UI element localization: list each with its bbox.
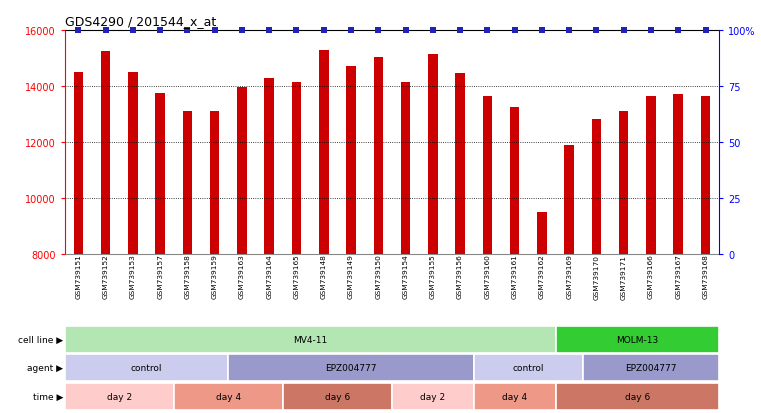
Text: GSM739153: GSM739153 <box>130 254 136 299</box>
Bar <box>183 112 193 254</box>
Bar <box>428 55 438 254</box>
Text: day 6: day 6 <box>625 392 650 401</box>
Text: MOLM-13: MOLM-13 <box>616 335 658 344</box>
Text: control: control <box>131 363 162 372</box>
Text: EPZ004777: EPZ004777 <box>626 363 677 372</box>
Text: MV4-11: MV4-11 <box>293 335 327 344</box>
Text: GSM739164: GSM739164 <box>266 254 272 299</box>
Text: day 4: day 4 <box>502 392 527 401</box>
Text: GSM739157: GSM739157 <box>157 254 163 299</box>
Bar <box>619 112 629 254</box>
Bar <box>283 383 392 410</box>
Bar <box>319 50 329 254</box>
Text: GSM739163: GSM739163 <box>239 254 245 299</box>
Text: day 2: day 2 <box>420 392 445 401</box>
Text: GSM739156: GSM739156 <box>457 254 463 299</box>
Bar <box>264 78 274 254</box>
Text: GSM739168: GSM739168 <box>702 254 708 299</box>
Text: control: control <box>512 363 544 372</box>
Text: GSM739162: GSM739162 <box>539 254 545 299</box>
Text: time ▶: time ▶ <box>33 392 63 401</box>
Bar <box>228 354 473 381</box>
Text: GSM739170: GSM739170 <box>594 254 600 299</box>
Bar <box>155 94 165 254</box>
Text: GSM739166: GSM739166 <box>648 254 654 299</box>
Bar <box>556 383 719 410</box>
Text: day 6: day 6 <box>325 392 350 401</box>
Text: GSM739149: GSM739149 <box>348 254 354 299</box>
Bar <box>401 83 410 254</box>
Text: GSM739167: GSM739167 <box>675 254 681 299</box>
Bar <box>346 67 356 254</box>
Bar <box>565 145 574 254</box>
Bar <box>100 52 110 254</box>
Text: cell line ▶: cell line ▶ <box>18 335 63 344</box>
Bar <box>174 383 283 410</box>
Text: GSM739171: GSM739171 <box>621 254 627 299</box>
Text: GSM739158: GSM739158 <box>184 254 190 299</box>
Text: agent ▶: agent ▶ <box>27 363 63 372</box>
Bar <box>646 97 656 254</box>
Bar <box>455 74 465 254</box>
Text: GSM739169: GSM739169 <box>566 254 572 299</box>
Text: EPZ004777: EPZ004777 <box>325 363 377 372</box>
Bar <box>374 57 383 254</box>
Text: GSM739160: GSM739160 <box>484 254 490 299</box>
Text: GSM739155: GSM739155 <box>430 254 436 299</box>
Text: GSM739152: GSM739152 <box>103 254 109 299</box>
Text: GSM739150: GSM739150 <box>375 254 381 299</box>
Text: GSM739165: GSM739165 <box>294 254 300 299</box>
Bar <box>583 354 719 381</box>
Bar <box>473 354 583 381</box>
Text: GSM739151: GSM739151 <box>75 254 81 299</box>
Bar <box>510 108 520 254</box>
Text: GSM739161: GSM739161 <box>511 254 517 299</box>
Bar <box>537 212 546 254</box>
Text: GSM739154: GSM739154 <box>403 254 409 299</box>
Bar <box>392 383 473 410</box>
Bar <box>473 383 556 410</box>
Bar <box>591 120 601 254</box>
Bar <box>210 112 219 254</box>
Bar <box>65 326 556 353</box>
Bar <box>237 88 247 254</box>
Text: day 2: day 2 <box>107 392 132 401</box>
Text: GDS4290 / 201544_x_at: GDS4290 / 201544_x_at <box>65 15 216 28</box>
Bar <box>291 83 301 254</box>
Bar <box>701 97 710 254</box>
Text: GSM739159: GSM739159 <box>212 254 218 299</box>
Bar <box>556 326 719 353</box>
Bar <box>65 354 228 381</box>
Bar <box>65 383 174 410</box>
Text: GSM739148: GSM739148 <box>320 254 326 299</box>
Bar <box>74 73 83 254</box>
Bar <box>673 95 683 254</box>
Bar <box>482 97 492 254</box>
Bar <box>128 73 138 254</box>
Text: day 4: day 4 <box>215 392 241 401</box>
